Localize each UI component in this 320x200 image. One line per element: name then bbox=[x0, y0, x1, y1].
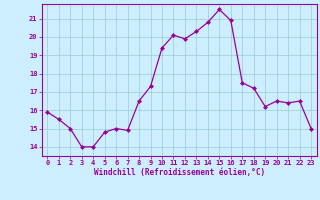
X-axis label: Windchill (Refroidissement éolien,°C): Windchill (Refroidissement éolien,°C) bbox=[94, 168, 265, 177]
